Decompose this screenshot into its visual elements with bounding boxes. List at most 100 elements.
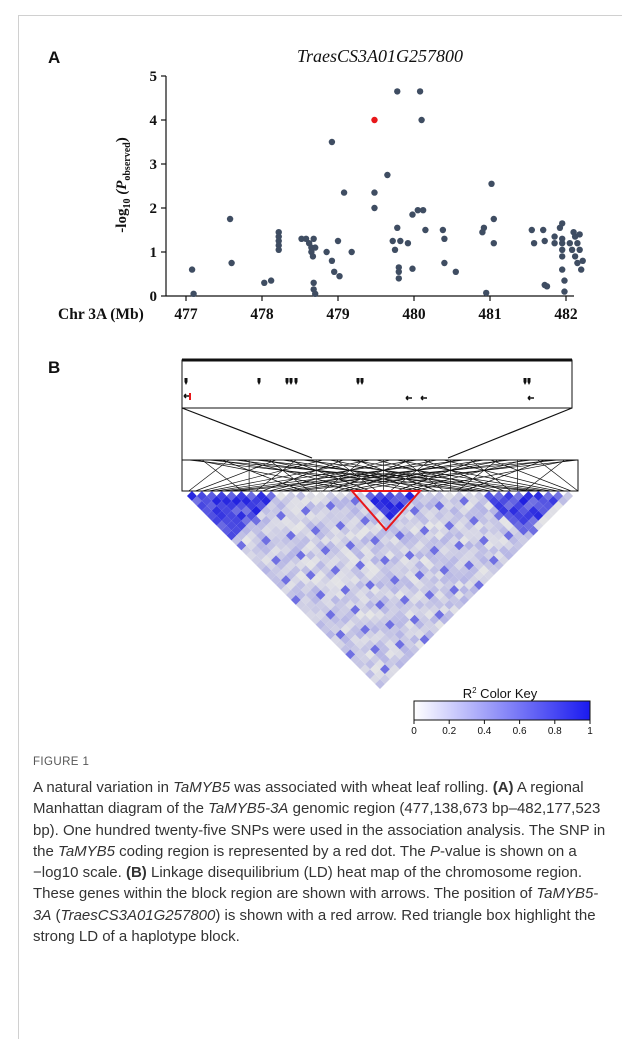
ld-cell	[464, 530, 475, 541]
zoom-line-right	[447, 407, 573, 459]
ld-cell	[380, 644, 390, 655]
ld-cell	[394, 609, 405, 620]
zoom-line-left	[181, 407, 313, 459]
ld-cell	[483, 530, 494, 541]
ld-cell	[231, 525, 242, 536]
ld-cell	[340, 515, 351, 526]
gene-arrows	[183, 378, 534, 401]
ld-cell	[355, 570, 366, 581]
snp-point	[275, 242, 282, 249]
ld-cell	[211, 515, 222, 526]
ld-cell	[281, 515, 291, 526]
ld-cell	[285, 580, 296, 590]
ld-cell	[261, 565, 272, 576]
ld-cell	[300, 585, 311, 595]
ld-cell	[206, 491, 217, 501]
ld-cell	[444, 491, 455, 501]
ld-cell	[394, 560, 405, 571]
ld-cell	[231, 505, 242, 516]
ld-cell	[216, 491, 227, 501]
ld-cell	[320, 604, 331, 615]
ld-cell	[340, 555, 351, 566]
ld-cell	[216, 510, 227, 521]
snp-point	[384, 171, 391, 179]
ld-cell	[365, 590, 376, 600]
gene-arrow	[183, 393, 189, 399]
ld-cell	[191, 495, 202, 506]
snp-point	[328, 257, 336, 264]
ld-cell	[513, 500, 524, 511]
snp-point	[336, 273, 343, 280]
ld-cell	[469, 515, 479, 526]
ld-cell	[399, 654, 410, 665]
ld-cell	[414, 530, 425, 541]
ld-cell	[439, 535, 450, 546]
ld-cell	[305, 570, 316, 581]
ld-cell	[251, 505, 262, 516]
ld-cell	[459, 555, 470, 566]
ld-cell	[483, 560, 494, 571]
snp-point	[371, 189, 378, 196]
ld-cell	[340, 594, 351, 605]
ld-cell	[355, 590, 366, 600]
snp-point	[414, 207, 421, 214]
ld-cell	[513, 540, 524, 551]
ld-cell	[414, 560, 425, 571]
ld-cell	[419, 555, 430, 566]
ld-cell	[513, 530, 524, 541]
ld-cell	[434, 491, 445, 501]
ld-cell	[305, 491, 316, 501]
ld-cell	[355, 659, 366, 670]
snp-point	[312, 244, 319, 251]
snp-point	[418, 116, 425, 124]
ld-cell	[330, 575, 341, 586]
ld-cell	[518, 525, 529, 536]
color-key-title: R2 Color Key	[463, 686, 538, 701]
ld-cell	[404, 550, 415, 561]
ld-cell	[513, 491, 524, 501]
ld-cell	[281, 565, 291, 576]
ld-cell	[271, 555, 281, 566]
ld-cell	[355, 649, 366, 660]
ld-cell	[454, 580, 465, 590]
ld-cell	[399, 614, 410, 625]
ld-cell	[226, 491, 237, 501]
ld-cell	[380, 594, 390, 605]
ld-cell	[355, 530, 366, 541]
ld-cell	[370, 555, 380, 566]
ld-cell	[389, 664, 400, 675]
snp-point	[480, 224, 488, 231]
ld-cell	[305, 510, 316, 521]
ld-cell	[330, 555, 341, 566]
snp-point	[541, 237, 548, 245]
ld-cell	[384, 530, 395, 541]
key-tick-label: 0.2	[442, 726, 456, 737]
ld-cell	[508, 505, 519, 516]
ld-cell	[498, 555, 509, 566]
ld-cell	[375, 639, 385, 650]
snp-connector	[537, 459, 579, 492]
ld-cell	[300, 505, 311, 516]
ld-cell	[508, 535, 519, 546]
gene-arrow	[294, 378, 298, 385]
ld-cell	[429, 555, 440, 566]
y-axis-label: -log10 (Pobserved)	[114, 137, 133, 232]
snp-point	[226, 215, 234, 223]
ld-cell	[394, 540, 405, 551]
ld-cell	[399, 604, 410, 615]
ld-cell	[315, 590, 326, 600]
ld-cell	[380, 634, 390, 645]
ld-cell	[459, 515, 470, 526]
ld-cell	[315, 619, 326, 630]
snp-point	[483, 289, 490, 297]
ld-cell	[444, 530, 455, 541]
data-points	[188, 88, 586, 297]
ld-cell	[404, 510, 415, 521]
ld-cell	[414, 590, 425, 600]
color-key-ticks: 0 0.2 0.4 0.6 0.8 1	[411, 720, 593, 737]
ld-cell	[399, 634, 410, 645]
snp-point	[441, 235, 448, 242]
ld-cell	[409, 555, 420, 566]
ld-cell	[330, 604, 341, 615]
ld-cell	[330, 614, 341, 625]
